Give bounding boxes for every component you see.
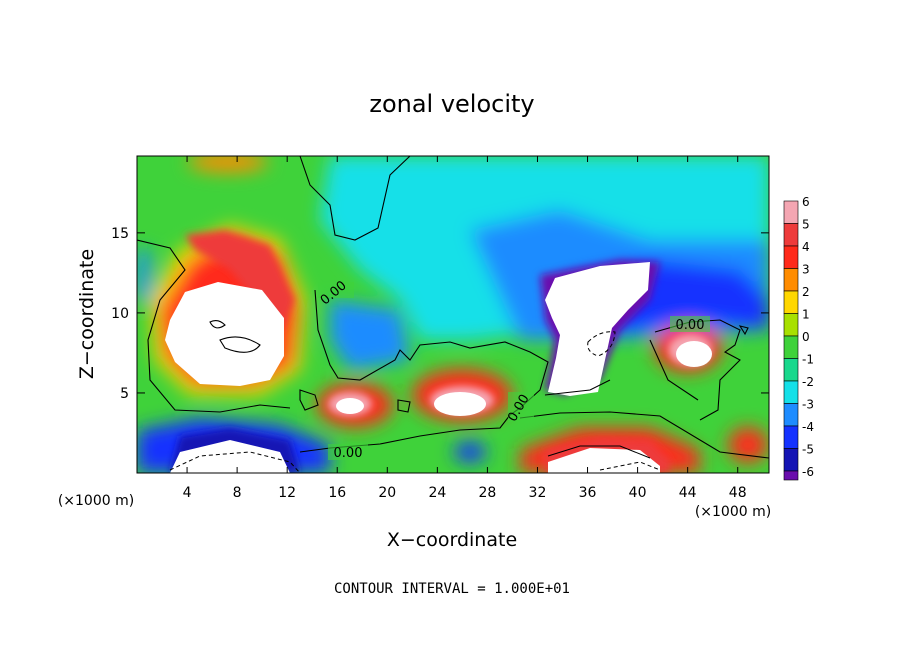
colorbar-swatch	[783, 200, 799, 224]
y-tick-label: 10	[111, 306, 129, 322]
colorbar-swatch	[783, 358, 799, 382]
y-axis-label: Z−coordinate	[76, 249, 98, 379]
x-axis: 4 8 12 16 20 24 28 32 36 40 44 48	[183, 156, 747, 501]
colorbar-swatch	[783, 470, 799, 481]
x-tick-label: 40	[629, 485, 647, 501]
chart-title: zonal velocity	[369, 90, 534, 118]
colorbar-swatch	[783, 425, 799, 449]
x-tick-label: 20	[378, 485, 396, 501]
x-tick-label: 12	[278, 485, 296, 501]
x-tick-label: 28	[479, 485, 497, 501]
colorbar-label: -6	[802, 465, 814, 479]
x-tick-label: 24	[428, 485, 446, 501]
colorbar-label: 5	[802, 218, 810, 232]
colorbar-label: 4	[802, 240, 810, 254]
colorbar-label: 0	[802, 330, 810, 344]
colorbar-swatch	[783, 313, 799, 337]
colorbar-label: 1	[802, 308, 810, 322]
colorbar-label: 3	[802, 263, 810, 277]
y-axis: 5 10 15	[111, 226, 769, 402]
colorbar-swatch	[783, 448, 799, 472]
colorbar-label: -4	[802, 420, 814, 434]
colorbar-label: -2	[802, 375, 814, 389]
colorbar-swatch	[783, 380, 799, 404]
colorbar-label: -1	[802, 353, 814, 367]
y-tick-label: 5	[120, 386, 129, 402]
colorbar-label: 2	[802, 285, 810, 299]
x-unit-left: (×1000 m)	[58, 493, 134, 509]
x-tick-label: 32	[529, 485, 547, 501]
colorbar: 6 5 4 3 2 1 0 -1 -2 -3 -4 -5 -6	[783, 195, 814, 481]
x-axis-label: X−coordinate	[387, 529, 517, 551]
contour-label: 0.00	[334, 446, 363, 461]
velocity-field	[137, 156, 769, 473]
x-tick-label: 8	[233, 485, 242, 501]
x-tick-label: 44	[679, 485, 697, 501]
x-unit-right: (×1000 m)	[695, 504, 771, 520]
colorbar-swatch	[783, 290, 799, 314]
colorbar-swatch	[783, 335, 799, 359]
plot-frame	[136, 155, 770, 474]
x-tick-label: 36	[579, 485, 597, 501]
colorbar-label: -5	[802, 443, 814, 457]
contour-label: 0.00	[676, 318, 705, 333]
x-tick-label: 16	[328, 485, 346, 501]
colorbar-swatch	[783, 403, 799, 427]
colorbar-label: -3	[802, 398, 814, 412]
colorbar-label: 6	[802, 195, 810, 209]
x-tick-label: 4	[183, 485, 192, 501]
contour-interval-note: CONTOUR INTERVAL = 1.000E+01	[334, 581, 570, 597]
colorbar-swatch	[783, 223, 799, 247]
colorbar-swatch	[783, 245, 799, 269]
colorbar-swatch	[783, 268, 799, 292]
y-tick-label: 15	[111, 226, 129, 242]
x-tick-label: 48	[729, 485, 747, 501]
